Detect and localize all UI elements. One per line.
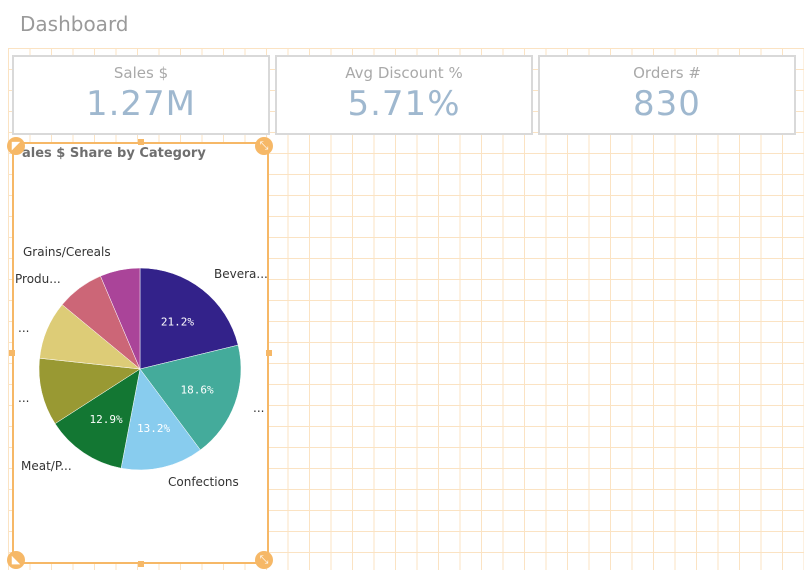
resize-handle-bottom[interactable] — [138, 561, 144, 567]
pie-category-label: ... — [18, 321, 29, 335]
resize-handle-top[interactable] — [138, 139, 144, 145]
kpi-avg-discount[interactable]: Avg Discount % 5.71% — [275, 55, 533, 135]
pie-slice-value-label: 12.9% — [90, 413, 123, 426]
kpi-orders[interactable]: Orders # 830 — [538, 55, 796, 135]
kpi-value: 5.71% — [347, 84, 461, 124]
kpi-label: Avg Discount % — [345, 64, 463, 82]
pie-category-label: Meat/P... — [21, 459, 72, 473]
pie-slice[interactable] — [54, 368, 141, 469]
kpi-value: 830 — [633, 84, 701, 124]
resize-icon[interactable]: ⤡ — [255, 551, 273, 569]
pie-slice-value-label: 21.2% — [161, 315, 194, 328]
pie-slice[interactable] — [139, 267, 239, 370]
pie-category-label: Produ... — [15, 272, 61, 286]
pie-slice[interactable] — [139, 344, 242, 451]
kpi-label: Sales $ — [113, 64, 169, 82]
pie-category-label: Bevera... — [214, 267, 268, 281]
pie-slice[interactable] — [100, 267, 141, 370]
chevron-down-left-icon[interactable]: ◣ — [7, 551, 25, 569]
pie-category-label: ... — [253, 401, 264, 415]
chevron-up-left-icon[interactable]: ◤ — [7, 137, 25, 155]
pie-category-label: Confections — [168, 475, 239, 489]
kpi-sales[interactable]: Sales $ 1.27M — [12, 55, 270, 135]
resize-icon[interactable]: ⤡ — [255, 137, 273, 155]
pie-chart-title: ales $ Share by Category — [22, 146, 206, 161]
pie-slice[interactable] — [38, 357, 141, 424]
pie-chart[interactable]: 21.2% Bevera... 18.6%... 13.2% Confections 12… — [12, 142, 269, 564]
pie-category-label: Grains/Cereals — [23, 245, 111, 259]
kpi-label: Orders # — [633, 64, 701, 82]
pie-category-label: ... — [18, 391, 29, 405]
pie-slice[interactable] — [120, 368, 201, 471]
sheet-title: Dashboard — [20, 12, 129, 36]
resize-handle-left[interactable] — [9, 350, 15, 356]
kpi-value: 1.27M — [85, 84, 197, 124]
pie-slice-value-label: 13.2% — [137, 422, 170, 435]
resize-handle-right[interactable] — [266, 350, 272, 356]
pie-slice-value-label: 18.6% — [180, 384, 213, 397]
